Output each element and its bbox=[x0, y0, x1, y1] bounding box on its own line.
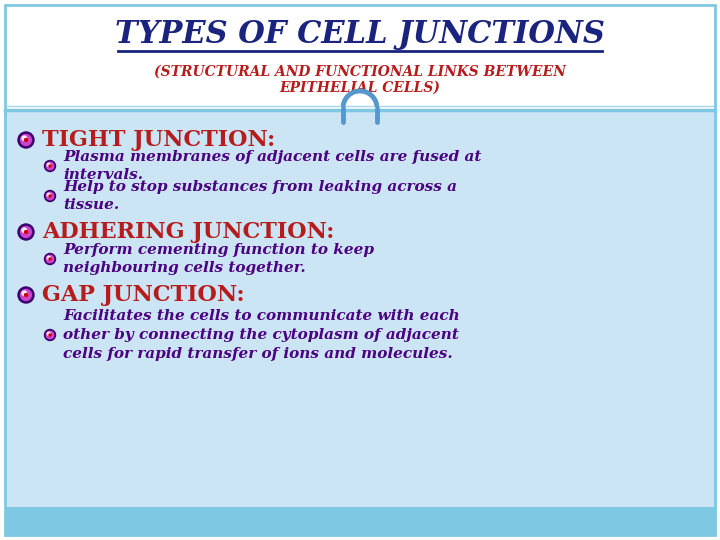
Circle shape bbox=[49, 258, 51, 260]
Circle shape bbox=[21, 227, 32, 238]
Circle shape bbox=[48, 256, 50, 259]
Circle shape bbox=[49, 165, 51, 167]
Text: TYPES OF CELL JUNCTIONS: TYPES OF CELL JUNCTIONS bbox=[115, 19, 605, 51]
Text: Facilitates the cells to communicate with each
other by connecting the cytoplasm: Facilitates the cells to communicate wit… bbox=[63, 309, 460, 361]
Text: TIGHT JUNCTION:: TIGHT JUNCTION: bbox=[42, 129, 275, 151]
Circle shape bbox=[49, 334, 51, 336]
Text: ADHERING JUNCTION:: ADHERING JUNCTION: bbox=[42, 221, 334, 243]
FancyBboxPatch shape bbox=[5, 507, 715, 535]
Circle shape bbox=[24, 139, 27, 141]
Circle shape bbox=[18, 224, 34, 240]
Text: Help to stop substances from leaking across a
tissue.: Help to stop substances from leaking acr… bbox=[63, 179, 457, 212]
Circle shape bbox=[46, 331, 54, 339]
Circle shape bbox=[21, 289, 32, 300]
Circle shape bbox=[48, 193, 50, 197]
Circle shape bbox=[48, 332, 50, 335]
Circle shape bbox=[46, 255, 54, 263]
Text: Plasma membranes of adjacent cells are fused at
intervals.: Plasma membranes of adjacent cells are f… bbox=[63, 150, 482, 183]
Circle shape bbox=[45, 253, 55, 265]
Circle shape bbox=[24, 294, 27, 296]
Circle shape bbox=[46, 162, 54, 170]
Circle shape bbox=[45, 160, 55, 172]
Circle shape bbox=[21, 134, 32, 145]
Text: (STRUCTURAL AND FUNCTIONAL LINKS BETWEEN
EPITHELIAL CELLS): (STRUCTURAL AND FUNCTIONAL LINKS BETWEEN… bbox=[154, 65, 566, 95]
Text: Perform cementing function to keep
neighbouring cells together.: Perform cementing function to keep neigh… bbox=[63, 242, 374, 275]
Circle shape bbox=[18, 132, 34, 148]
Text: GAP JUNCTION:: GAP JUNCTION: bbox=[42, 284, 245, 306]
Circle shape bbox=[48, 163, 50, 166]
Circle shape bbox=[46, 192, 54, 200]
Circle shape bbox=[49, 195, 51, 197]
Circle shape bbox=[45, 329, 55, 341]
Circle shape bbox=[24, 231, 27, 233]
Circle shape bbox=[22, 136, 27, 140]
FancyBboxPatch shape bbox=[5, 110, 715, 507]
Circle shape bbox=[45, 191, 55, 201]
Circle shape bbox=[22, 291, 27, 295]
FancyBboxPatch shape bbox=[0, 0, 720, 110]
Circle shape bbox=[18, 287, 34, 303]
Circle shape bbox=[22, 228, 27, 233]
